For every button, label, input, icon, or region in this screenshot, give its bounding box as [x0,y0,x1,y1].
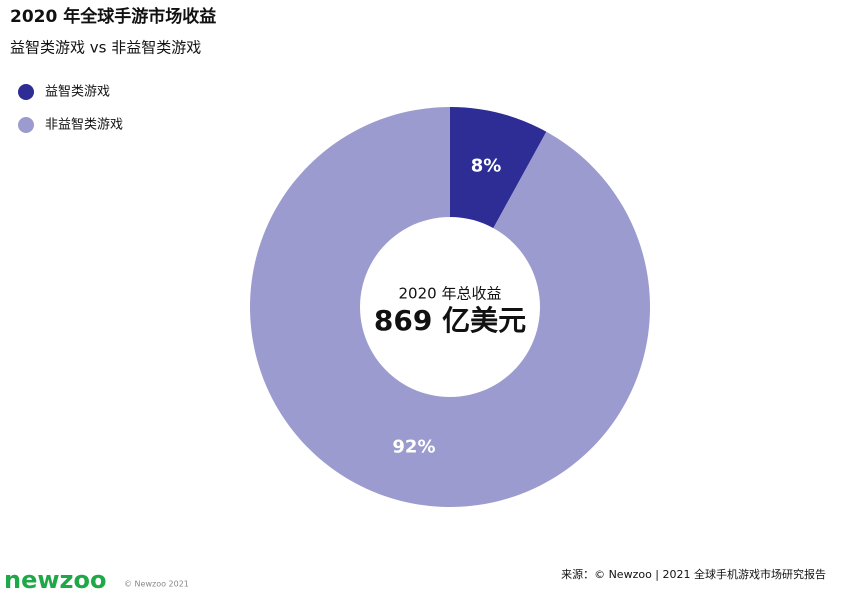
copyright: © Newzoo 2021 [124,580,189,589]
chart-subtitle: 益智类游戏 vs 非益智类游戏 [10,39,201,57]
legend-label: 非益智类游戏 [45,118,123,133]
chart-title: 2020 年全球手游市场收益 [10,6,216,27]
donut-slice [249,106,650,507]
center-label: 2020 年总收益 [399,285,502,303]
legend-label: 益智类游戏 [45,85,110,100]
legend-swatch [18,117,34,133]
center-value: 869 亿美元 [374,304,526,337]
value-label: 8% [471,156,502,177]
value-label: 92% [392,436,435,457]
logo: newzoo [4,566,106,594]
donut-slice [450,107,547,229]
legend-swatch [18,84,34,100]
source-note: 来源：© Newzoo | 2021 全球手机游戏市场研究报告 [561,567,826,581]
